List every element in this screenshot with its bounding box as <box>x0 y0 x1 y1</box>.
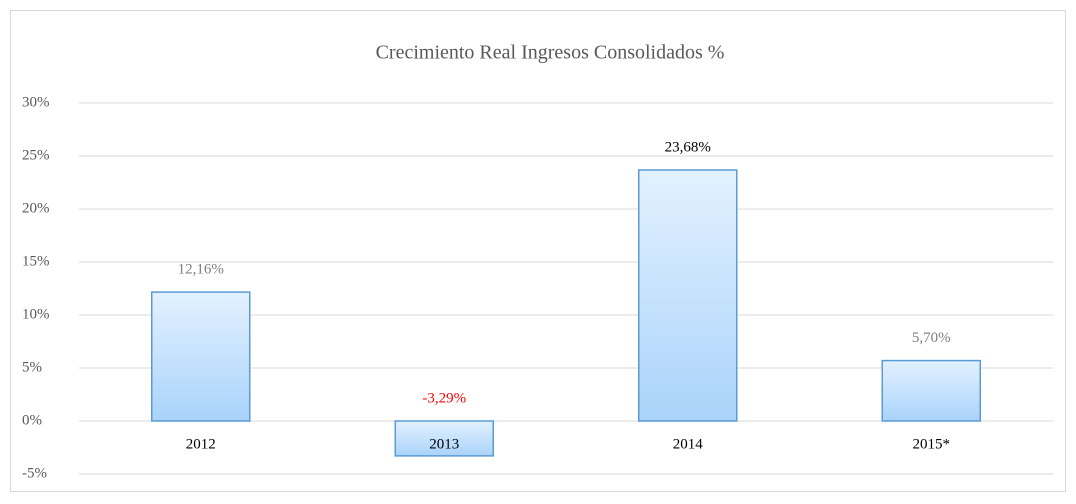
bar <box>151 291 251 422</box>
y-tick-label: 30% <box>22 94 50 110</box>
x-tick-label: 2015* <box>913 436 951 452</box>
y-tick-label: -5% <box>22 465 47 481</box>
data-label: 5,70% <box>912 330 951 346</box>
chart-title: Crecimiento Real Ingresos Consolidados % <box>376 42 725 64</box>
data-label: -3,29% <box>422 390 466 406</box>
bar <box>394 420 494 457</box>
data-label: 23,68% <box>665 139 711 155</box>
y-tick-label: 20% <box>22 200 50 216</box>
x-tick-label: 2013 <box>429 436 459 452</box>
x-tick-label: 2014 <box>673 436 704 452</box>
y-tick-label: 0% <box>22 412 42 428</box>
y-tick-label: 5% <box>22 359 42 375</box>
x-tick-label: 2012 <box>186 436 216 452</box>
bar <box>881 359 981 422</box>
y-tick-label: 15% <box>22 253 50 269</box>
bar <box>638 169 738 422</box>
y-tick-label: 10% <box>22 306 50 322</box>
data-label: 12,16% <box>178 262 224 278</box>
y-tick-label: 25% <box>22 147 50 163</box>
